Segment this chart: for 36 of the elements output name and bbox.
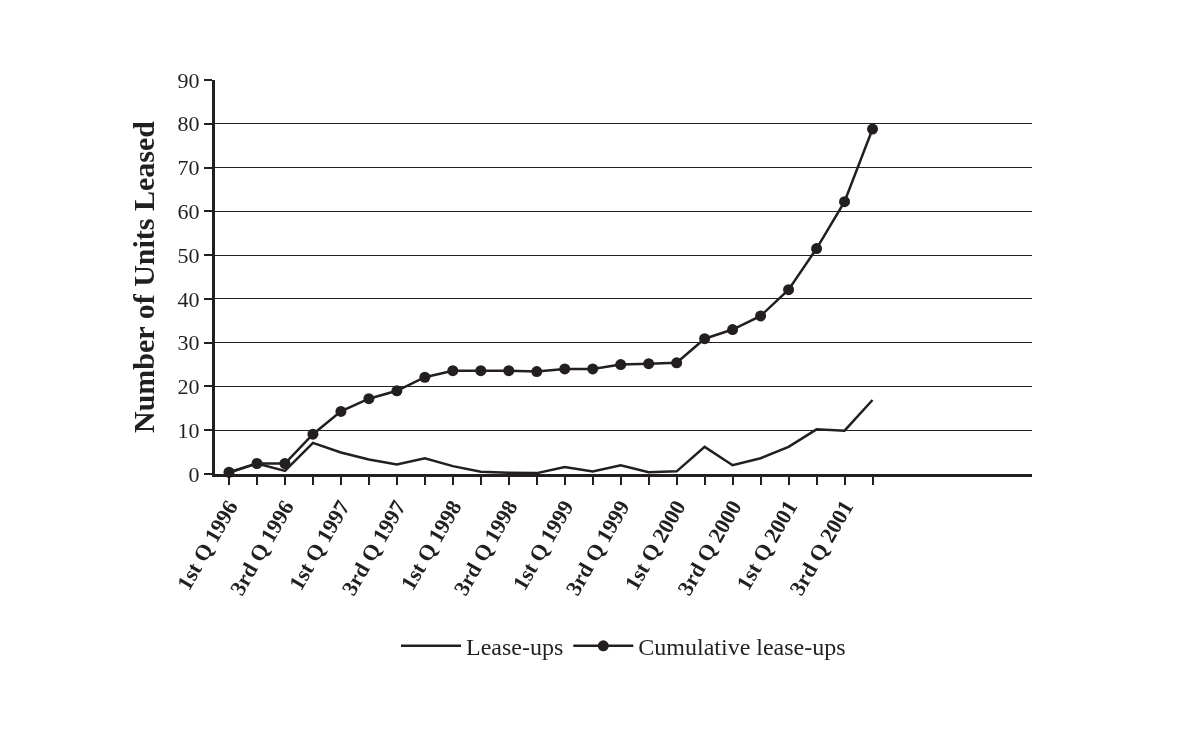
point [559,363,571,375]
y-tick-label: 80 [177,111,200,137]
point [811,243,823,255]
legend-label: Lease-ups [466,634,564,661]
point [839,196,851,208]
y-tick-label: 90 [177,67,200,93]
point [251,457,263,469]
point [475,365,487,377]
point [783,284,795,296]
point [615,359,627,371]
point [391,385,403,397]
point [867,123,879,135]
point [335,405,347,417]
y-tick-label: 50 [177,242,200,268]
point [447,365,459,377]
y-tick-label: 60 [177,199,200,225]
point [279,457,291,469]
y-tick-label: 10 [177,417,200,443]
point [363,393,375,405]
point [587,363,599,375]
point [727,324,739,336]
point [671,357,683,369]
legend-label: Cumulative lease-ups [638,634,846,661]
y-tick-label: 30 [177,330,200,356]
point [503,365,515,377]
y-tick-label: 40 [177,286,200,312]
point [419,371,431,383]
y-tick-label: 20 [177,374,200,400]
point [531,366,543,378]
y-tick-label: 70 [177,155,200,181]
y-axis-title: Number of Units Leased [126,120,160,433]
point [755,310,767,322]
point [643,358,655,370]
y-tick-label: 0 [188,461,200,487]
point [307,428,319,440]
point [699,333,711,345]
